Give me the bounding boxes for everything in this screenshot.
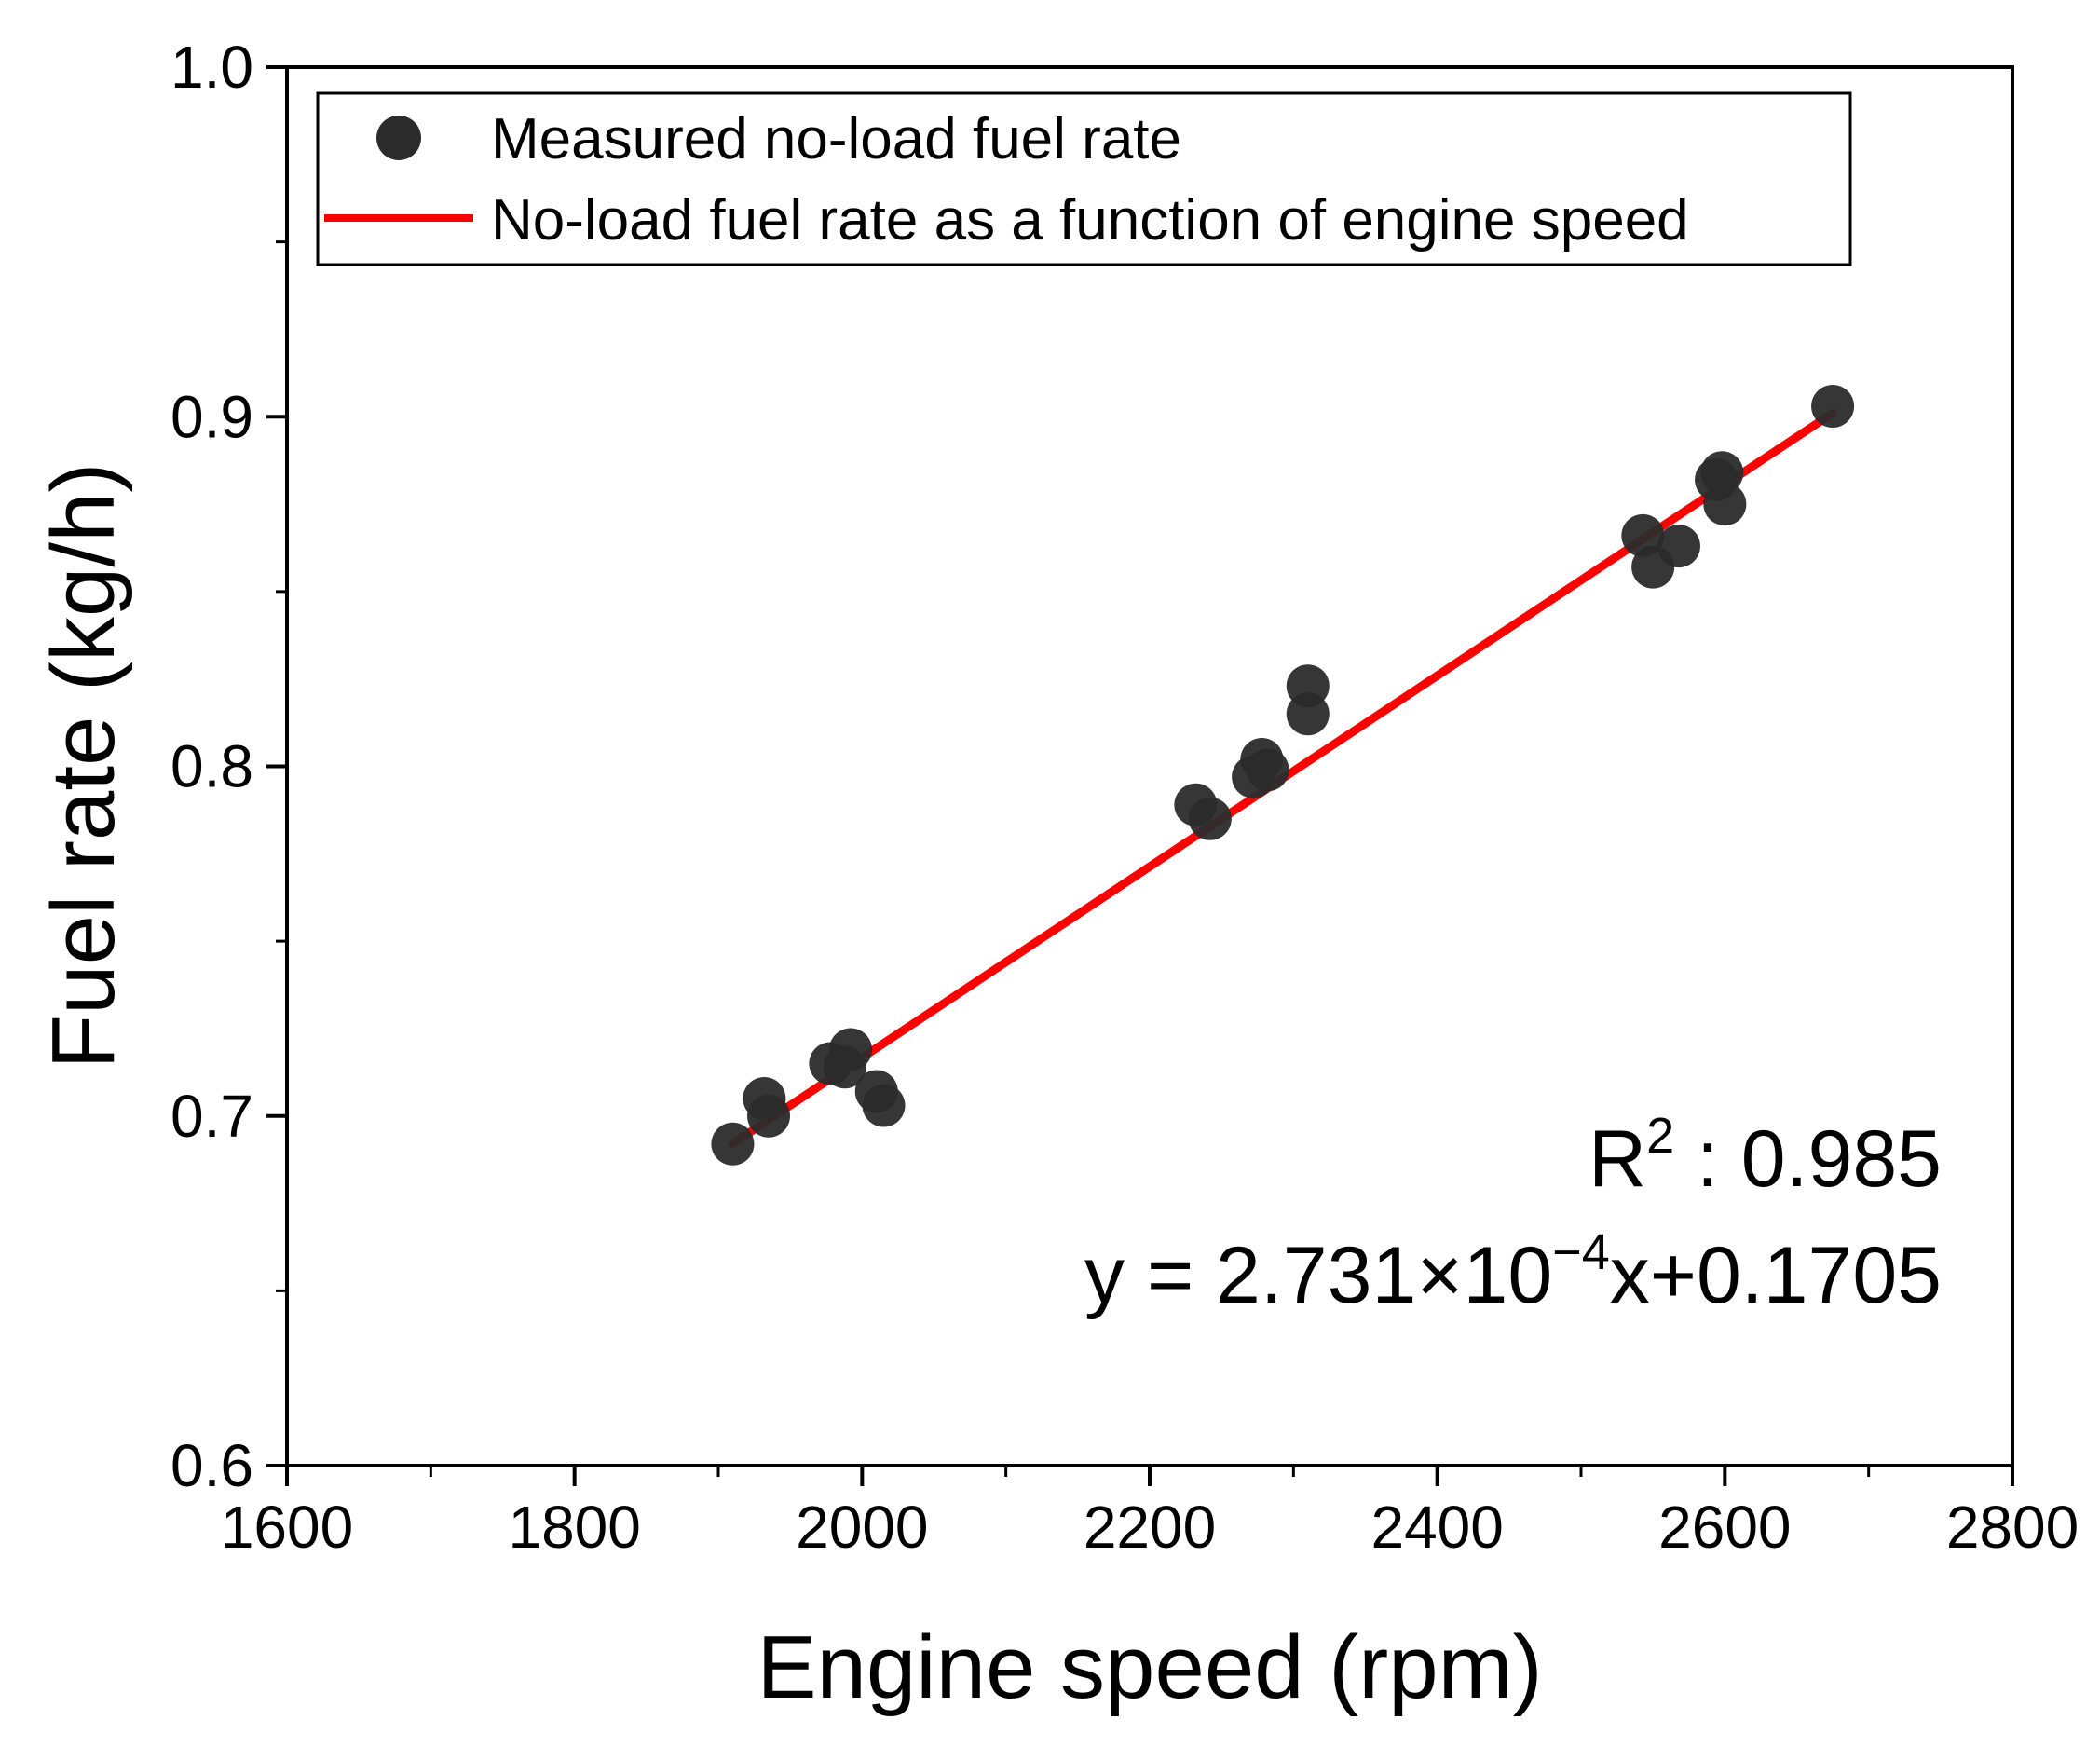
scatter-point: [1657, 525, 1700, 568]
y-axis-title: Fuel rate (kg/h): [34, 463, 133, 1070]
x-axis-title: Engine speed (rpm): [757, 1617, 1542, 1717]
y-tick-label: 1.0: [170, 34, 253, 101]
scatter-point: [823, 1045, 866, 1089]
y-tick-label: 0.8: [170, 733, 253, 800]
x-tick-label: 2200: [1084, 1494, 1216, 1561]
y-tick-label: 0.6: [170, 1432, 253, 1499]
scatter-point: [862, 1084, 906, 1127]
r-squared-superscript: 2: [1646, 1108, 1674, 1164]
y-tick-label: 0.7: [170, 1083, 253, 1150]
y-axis-tick-labels: 0.6 0.7 0.8 0.9 1.0: [170, 34, 253, 1499]
legend-label-scatter: Measured no-load fuel rate: [491, 107, 1181, 171]
scatter-point: [1286, 692, 1330, 736]
equation-suffix: x+0.1705: [1610, 1231, 1942, 1320]
y-tick-label: 0.9: [170, 383, 253, 450]
r-squared-annotation: R2 : 0.985: [1589, 1108, 1942, 1204]
x-tick-label: 1600: [221, 1494, 353, 1561]
scatter-point: [711, 1122, 755, 1166]
x-tick-label: 2000: [796, 1494, 928, 1561]
scatter-point: [1811, 384, 1855, 428]
legend-box: [316, 91, 1852, 266]
legend-label-line: No-load fuel rate as a function of engin…: [491, 188, 1689, 252]
legend-marker-scatter: [376, 116, 421, 160]
r-squared-label: R: [1589, 1114, 1646, 1204]
equation-prefix: y = 2.731×10: [1084, 1231, 1552, 1320]
y-axis-ticks: [266, 65, 287, 1467]
equation-exponent: −4: [1552, 1224, 1610, 1280]
scatter-point: [1700, 451, 1744, 495]
scatter-point: [1246, 748, 1289, 792]
x-tick-label: 2400: [1370, 1494, 1503, 1561]
legend: Measured no-load fuel rate No-load fuel …: [316, 91, 1852, 266]
fit-equation-annotation: y = 2.731×10−4x+0.1705: [1084, 1224, 1942, 1320]
x-tick-label: 2800: [1946, 1494, 2079, 1561]
scatter-point: [1703, 483, 1747, 526]
r-squared-value: : 0.985: [1674, 1114, 1942, 1204]
x-axis-tick-labels: 1600 1800 2000 2200 2400 2600 2800: [221, 1494, 2079, 1561]
scatter-point: [747, 1094, 791, 1138]
scatter-points-layer: [711, 384, 1855, 1166]
x-tick-label: 1800: [508, 1494, 640, 1561]
x-axis-ticks: [285, 1466, 2014, 1486]
scatter-point: [1188, 797, 1232, 840]
x-tick-label: 2600: [1658, 1494, 1791, 1561]
